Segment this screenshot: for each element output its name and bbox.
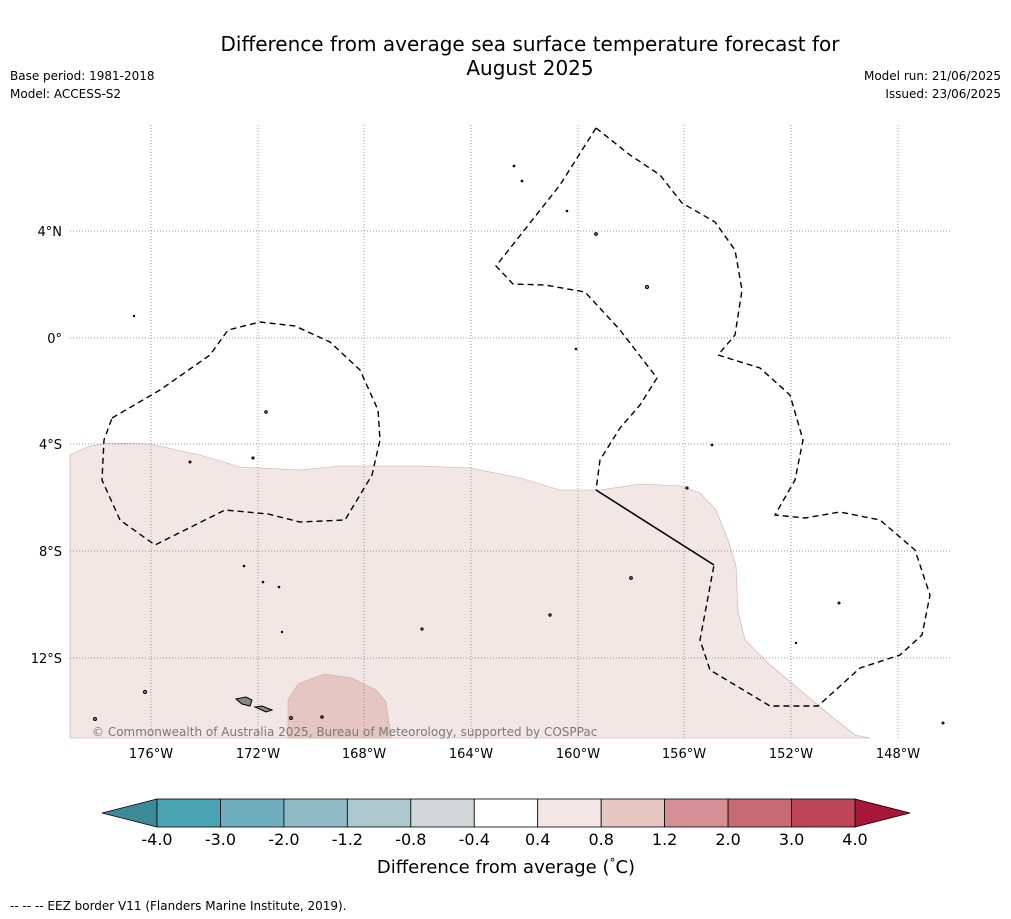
colorbar-tick-label: -2.0 (268, 830, 299, 849)
colorbar-tick-label: -0.4 (459, 830, 490, 849)
lon-label-172w: 172°W (236, 747, 280, 762)
issued-date: Issued: 23/06/2025 (885, 87, 1001, 101)
anomaly-region-medium (287, 673, 392, 739)
base-period: Base period: 1981-2018 (10, 69, 155, 83)
colorbar-label-end: C) (615, 857, 635, 878)
colorbar-segment (600, 798, 666, 828)
colorbar-over-arrow (854, 798, 911, 828)
colorbar-tick-label: 2.0 (715, 830, 740, 849)
colorbar-segment (791, 798, 856, 828)
colorbar-tick-label: 0.8 (588, 830, 613, 849)
colorbar-segment (220, 798, 285, 828)
colorbar-segment (283, 798, 348, 828)
model-run: Model run: 21/06/2025 (863, 69, 1001, 83)
colorbar-label-degree: ° (609, 856, 615, 870)
copyright-notice: © Commonwealth of Australia 2025, Bureau… (92, 725, 597, 739)
island-upolu (253, 705, 274, 713)
meta-left: Base period: 1981-2018 Model: ACCESS-S2 (10, 67, 155, 103)
lon-label-156w: 156°W (662, 747, 706, 762)
anomaly-region-light (69, 442, 871, 739)
colorbar-segment (346, 798, 412, 828)
eez-footnote: -- -- -- EEZ border V11 (Flanders Marine… (10, 899, 347, 913)
lon-label-152w: 152°W (769, 747, 813, 762)
meta-right: Model run: 21/06/2025 Issued: 23/06/2025 (864, 67, 1001, 103)
colorbar-label-text: Difference from average ( (377, 857, 610, 878)
eez-tokelau (101, 321, 381, 546)
lon-label-148w: 148°W (876, 747, 920, 762)
lon-label-160w: 160°W (556, 747, 600, 762)
model-name: Model: ACCESS-S2 (10, 87, 122, 101)
colorbar-tick-label: 0.4 (525, 830, 550, 849)
colorbar-segment (664, 798, 729, 828)
colorbar-segment (473, 798, 539, 828)
eez-kiribati-line (595, 127, 931, 707)
colorbar-tick-label: -1.2 (332, 830, 363, 849)
islands (93, 164, 945, 725)
maritime-boundary-solid (595, 489, 715, 566)
colorbar-segment (156, 798, 221, 828)
lat-label-4s: 4°S (39, 438, 62, 453)
title-line-2: August 2025 (466, 56, 594, 80)
colorbar-segment (410, 798, 475, 828)
eez-borders (101, 127, 931, 707)
map-title: Difference from average sea surface temp… (180, 32, 880, 80)
colorbar-tick-label: 4.0 (842, 830, 867, 849)
lat-label-12s: 12°S (31, 652, 62, 667)
lon-label-168w: 168°W (342, 747, 386, 762)
eez-line-north (495, 127, 658, 491)
lat-label-8s: 8°S (39, 545, 62, 560)
colorbar-tick-label: 3.0 (779, 830, 804, 849)
lon-label-176w: 176°W (129, 747, 173, 762)
lat-label-0: 0° (47, 332, 62, 347)
colorbar: -4.0 -3.0 -2.0 -1.2 -0.8 -0.4 0.4 0.8 1.2 2.0 3.0 4… (101, 798, 911, 849)
colorbar-tick-label: -4.0 (141, 830, 172, 849)
lat-label-4n: 4°N (38, 225, 63, 240)
colorbar-under-arrow (101, 798, 158, 828)
gridlines (70, 125, 950, 738)
colorbar-tick-label: -0.8 (395, 830, 426, 849)
colorbar-tick-label: -3.0 (205, 830, 236, 849)
title-line-1: Difference from average sea surface temp… (220, 32, 840, 56)
colorbar-segment (727, 798, 792, 828)
lon-label-164w: 164°W (449, 747, 493, 762)
colorbar-tick-label: 1.2 (652, 830, 677, 849)
island-savaii (234, 696, 253, 707)
colorbar-label: Difference from average (°C) (377, 856, 635, 878)
colorbar-segment (537, 798, 602, 828)
